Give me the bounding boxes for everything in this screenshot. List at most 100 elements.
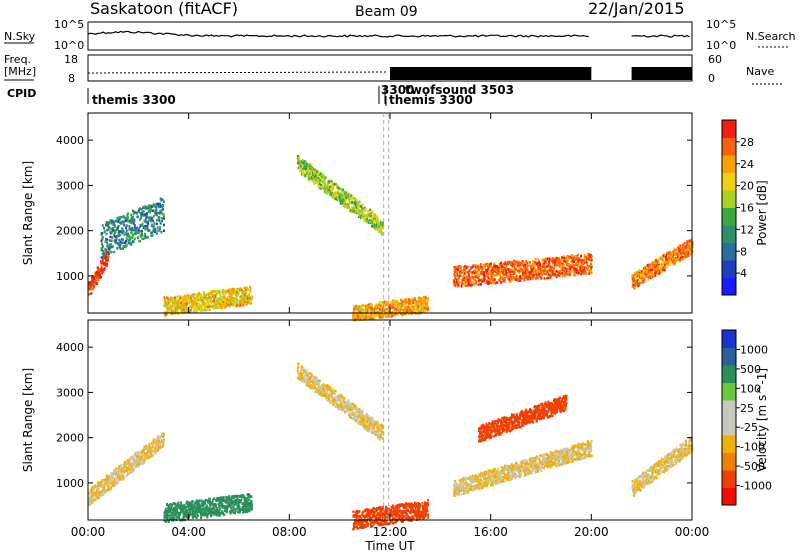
heatmap-cell: [224, 501, 227, 504]
heatmap-cell: [427, 299, 430, 303]
heatmap-cell: [137, 228, 140, 231]
heatmap-cell: [101, 232, 104, 235]
heatmap-cell: [129, 236, 132, 239]
heatmap-cell: [225, 510, 228, 514]
heatmap-cell: [478, 278, 481, 281]
heatmap-cell: [112, 484, 115, 488]
heatmap-cell: [535, 261, 538, 265]
heatmap-cell: [666, 263, 669, 266]
heatmap-cell: [424, 310, 426, 313]
heatmap-cell: [559, 272, 562, 276]
heatmap-cell: [196, 513, 199, 516]
heatmap-cell: [189, 300, 192, 304]
heatmap-cell: [187, 501, 190, 505]
heatmap-cell: [472, 264, 475, 268]
heatmap-cell: [553, 270, 556, 273]
heatmap-cell: [381, 224, 384, 227]
heatmap-cell: [239, 295, 241, 299]
heatmap-cell: [474, 282, 477, 285]
heatmap-cell: [473, 277, 476, 281]
heatmap-cell: [522, 272, 525, 275]
heatmap-cell: [463, 276, 466, 280]
heatmap-cell: [464, 270, 467, 274]
heatmap-cell: [186, 508, 189, 512]
heatmap-cell: [239, 288, 241, 292]
heatmap-cell: [201, 509, 204, 512]
heatmap-cell: [177, 501, 180, 505]
heatmap-cell: [495, 274, 498, 277]
heatmap-cell: [464, 276, 467, 280]
heatmap-cell: [408, 299, 411, 303]
heatmap-cell: [582, 269, 585, 272]
heatmap-cell: [674, 253, 677, 256]
heatmap-cell: [382, 314, 385, 317]
heatmap-cell: [225, 508, 228, 512]
heatmap-cell: [89, 287, 92, 291]
heatmap-cell: [205, 302, 207, 305]
heatmap-cell: [234, 304, 237, 308]
heatmap-cell: [116, 242, 119, 245]
heatmap-cell: [118, 217, 121, 221]
heatmap-cell: [101, 245, 104, 248]
heatmap-cell: [513, 277, 516, 281]
heatmap-cell: [408, 302, 411, 306]
heatmap-cell: [139, 218, 141, 221]
heatmap-cell: [132, 221, 135, 225]
heatmap-cell: [107, 251, 110, 254]
heatmap-cell: [681, 258, 684, 261]
heatmap-cell: [378, 316, 381, 319]
heatmap-cell: [166, 304, 169, 307]
heatmap-cell: [205, 296, 207, 299]
heatmap-cell: [120, 215, 123, 219]
heatmap-cell: [198, 499, 201, 502]
heatmap-cell: [149, 216, 152, 219]
heatmap-cell: [318, 180, 321, 184]
heatmap-cell: [488, 271, 491, 274]
heatmap-cell: [301, 159, 304, 162]
heatmap-cell: [122, 221, 125, 224]
heatmap-cell: [375, 309, 378, 313]
heatmap-cell: [676, 258, 679, 262]
heatmap-cell: [122, 466, 125, 470]
heatmap-cell: [655, 264, 658, 267]
heatmap-cell: [503, 262, 506, 265]
heatmap-cell: [183, 302, 185, 306]
heatmap-cell: [580, 254, 582, 258]
heatmap-cell: [101, 489, 104, 492]
heatmap-cell: [661, 258, 664, 261]
heatmap-cell: [232, 505, 235, 509]
heatmap-cell: [193, 301, 196, 304]
heatmap-cell: [230, 302, 233, 306]
heatmap-cell: [354, 203, 357, 207]
heatmap-cell: [539, 262, 542, 265]
heatmap-cell: [460, 265, 463, 268]
heatmap-cell: [405, 300, 408, 303]
heatmap-cell: [544, 269, 547, 272]
heatmap-cell: [184, 506, 187, 509]
heatmap-cell: [245, 508, 248, 512]
heatmap-cell: [130, 243, 133, 246]
heatmap-cell: [91, 276, 94, 279]
heatmap-cell: [317, 174, 319, 178]
heatmap-cell: [672, 260, 675, 264]
heatmap-cell: [101, 260, 104, 263]
heatmap-cell: [488, 281, 491, 284]
heatmap-cell: [637, 280, 640, 283]
heatmap-cell: [488, 264, 491, 267]
heatmap-cell: [230, 289, 233, 293]
heatmap-cell: [297, 155, 300, 158]
heatmap-cell: [134, 460, 137, 464]
heatmap-cell: [297, 159, 300, 163]
heatmap-cell: [344, 200, 347, 203]
heatmap-cell: [553, 260, 555, 264]
heatmap-cell: [247, 507, 250, 511]
heatmap-cell: [546, 270, 549, 274]
heatmap-cell: [513, 259, 516, 263]
heatmap-cell: [461, 279, 464, 282]
heatmap-cell: [195, 295, 198, 298]
heatmap-cell: [189, 501, 192, 505]
heatmap-cell: [508, 278, 511, 281]
heatmap-cell: [237, 511, 240, 514]
heatmap-cell: [176, 515, 179, 519]
heatmap-cell: [313, 178, 316, 182]
